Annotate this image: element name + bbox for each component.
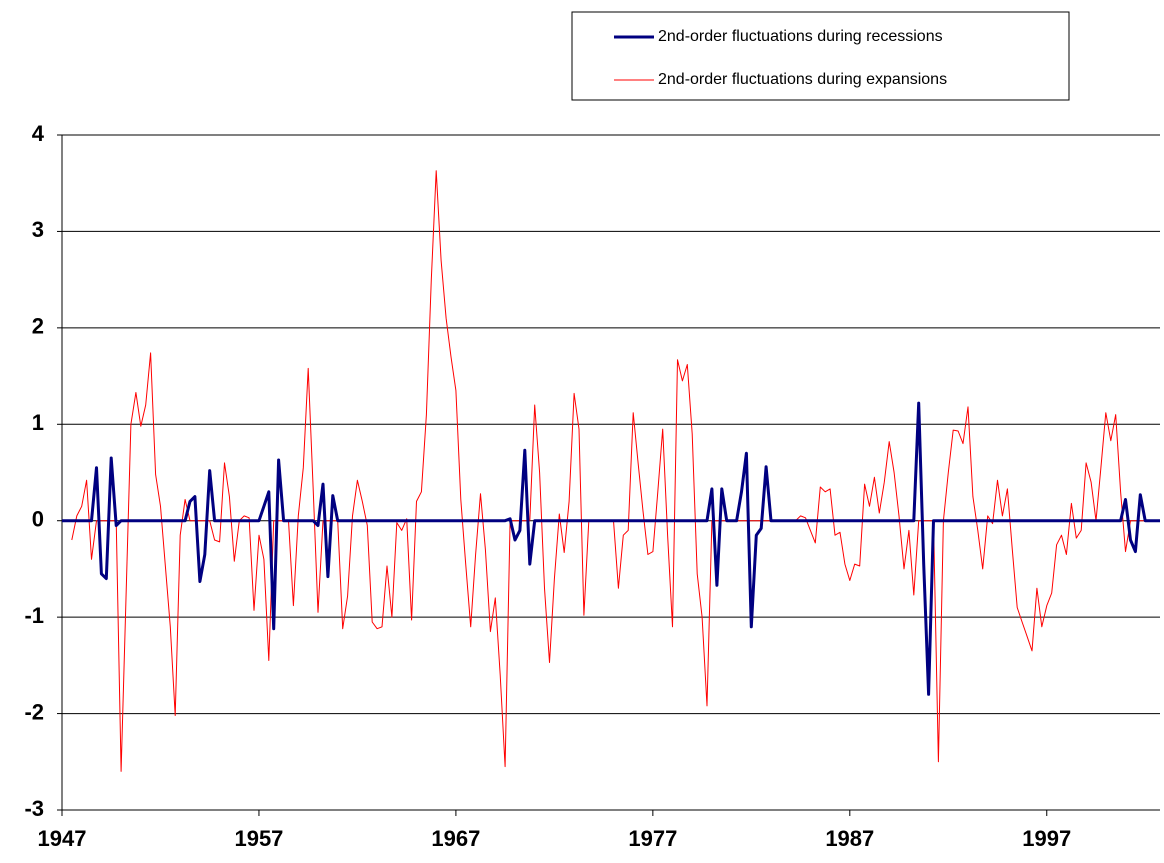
y-tick-label: 3 [32, 217, 44, 242]
y-tick-label: 1 [32, 410, 44, 435]
y-tick-label: 0 [32, 507, 44, 532]
x-tick-label: 1977 [628, 826, 677, 851]
x-tick-label: 1957 [234, 826, 283, 851]
y-tick-label: 2 [32, 314, 44, 339]
legend-box [571, 11, 1070, 101]
series-line [71, 170, 1160, 772]
x-tick-label: 1967 [431, 826, 480, 851]
y-tick-label: -1 [24, 603, 44, 628]
legend-label: 2nd-order fluctuations during recessions [658, 28, 943, 45]
y-tick-label: 4 [32, 121, 45, 146]
y-tick-label: -3 [24, 796, 44, 821]
legend-label: 2nd-order fluctuations during expansions [658, 71, 947, 88]
y-tick-label: -2 [24, 699, 44, 724]
x-tick-label: 1987 [825, 826, 874, 851]
series-line [62, 401, 1160, 696]
x-tick-label: 1947 [38, 826, 87, 851]
x-tick-label: 1997 [1022, 826, 1071, 851]
